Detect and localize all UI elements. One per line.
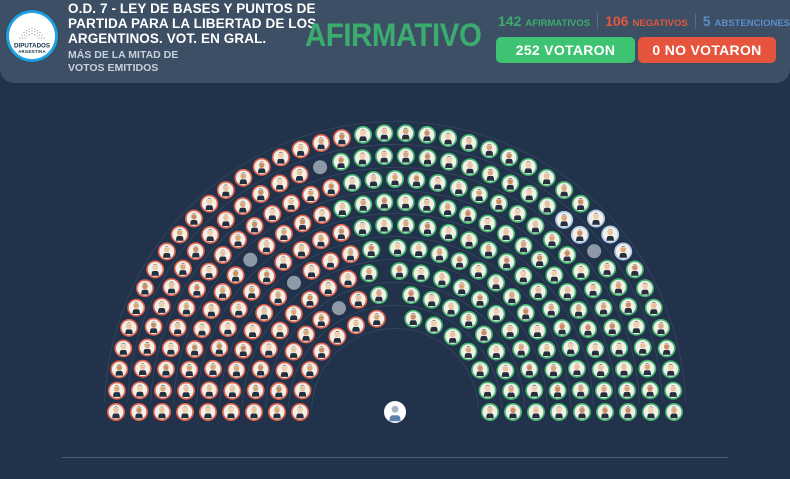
svg-text:ARGENTINA: ARGENTINA [18, 49, 46, 54]
